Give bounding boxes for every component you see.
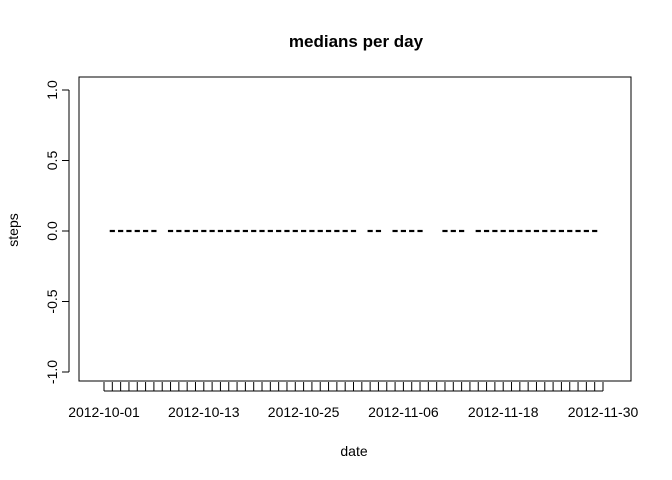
x-axis: 2012-10-01 2012-10-13 2012-10-25 2012-11-06…: [68, 382, 638, 420]
x-tick-label: 2012-11-18: [468, 404, 539, 420]
x-tick-label: 2012-11-06: [368, 404, 439, 420]
y-tick-label: -0.5: [44, 289, 60, 313]
x-tick-label: 2012-11-30: [568, 404, 639, 420]
x-tick-label: 2012-10-13: [168, 404, 240, 420]
y-tick-label: 0.0: [44, 221, 60, 241]
plot-frame: [78, 76, 632, 382]
y-axis: -1.0 -0.5 0.0 0.5 1.0: [44, 80, 70, 384]
y-tick-label: 0.5: [44, 151, 60, 171]
chart-title: medians per day: [289, 32, 424, 51]
x-tick-label: 2012-10-01: [68, 404, 140, 420]
y-tick-label: -1.0: [44, 360, 60, 384]
y-axis-label: steps: [5, 213, 21, 246]
y-tick-label: 1.0: [44, 80, 60, 100]
x-tick-label: 2012-10-25: [268, 404, 340, 420]
x-axis-label: date: [340, 443, 367, 459]
